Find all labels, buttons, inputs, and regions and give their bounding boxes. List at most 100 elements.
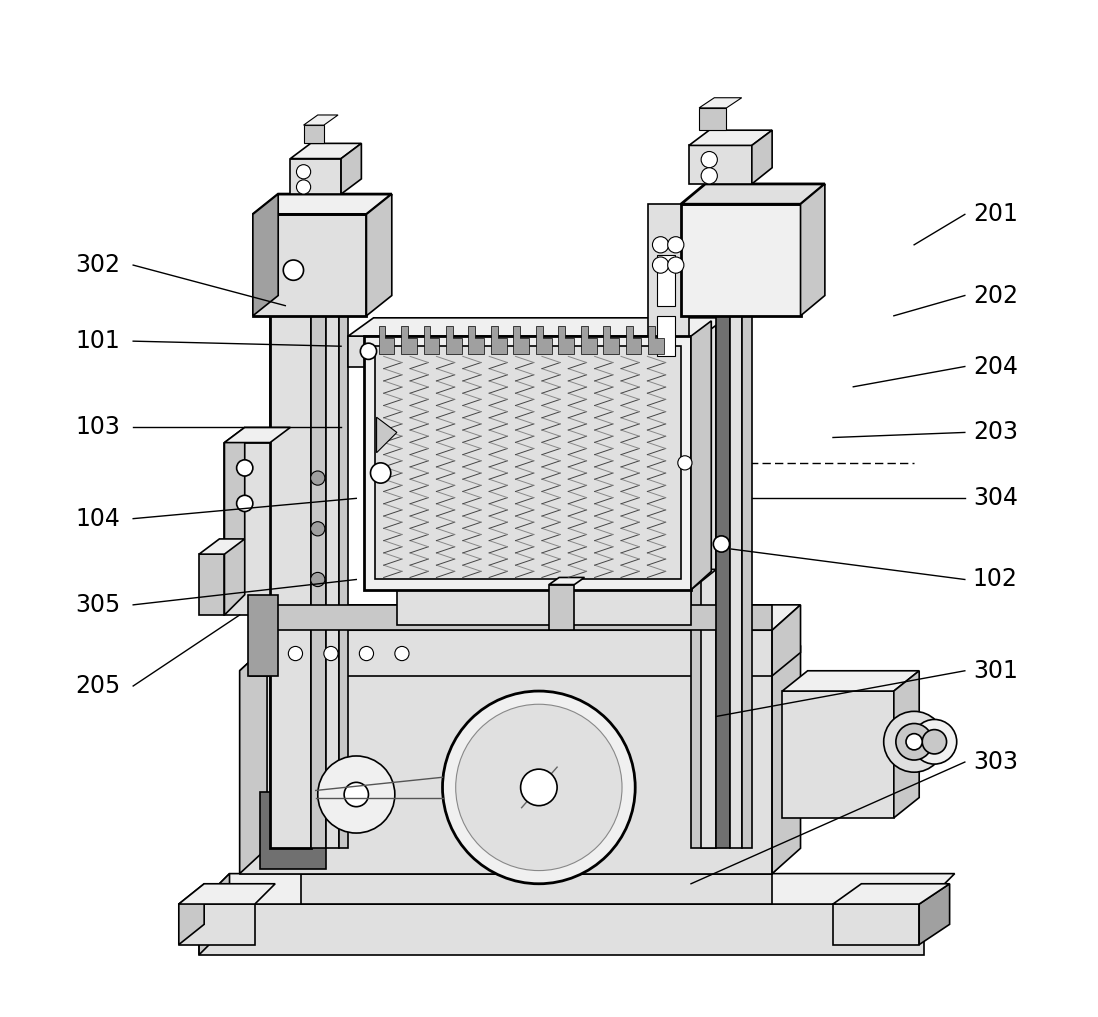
Circle shape xyxy=(906,733,922,750)
Text: 103: 103 xyxy=(76,415,120,439)
Polygon shape xyxy=(833,884,950,904)
Polygon shape xyxy=(691,245,716,848)
Polygon shape xyxy=(603,325,619,354)
Circle shape xyxy=(237,460,253,476)
Polygon shape xyxy=(224,427,245,615)
Polygon shape xyxy=(253,215,367,316)
Circle shape xyxy=(668,237,684,253)
Polygon shape xyxy=(199,904,925,955)
Polygon shape xyxy=(348,336,702,366)
Polygon shape xyxy=(348,318,727,336)
Polygon shape xyxy=(782,671,919,692)
Polygon shape xyxy=(549,585,574,631)
Polygon shape xyxy=(716,245,729,848)
Circle shape xyxy=(324,647,338,661)
Circle shape xyxy=(296,165,311,179)
Circle shape xyxy=(652,257,669,274)
Polygon shape xyxy=(377,417,396,453)
Polygon shape xyxy=(549,578,584,585)
Polygon shape xyxy=(772,605,800,676)
Text: 201: 201 xyxy=(973,202,1018,227)
Circle shape xyxy=(884,711,944,772)
Text: 102: 102 xyxy=(973,567,1018,592)
Circle shape xyxy=(360,343,377,359)
Polygon shape xyxy=(626,325,641,354)
Polygon shape xyxy=(250,631,772,676)
Circle shape xyxy=(237,495,253,512)
Polygon shape xyxy=(491,325,506,354)
Circle shape xyxy=(714,536,729,552)
Polygon shape xyxy=(179,904,255,945)
Circle shape xyxy=(912,719,956,764)
Text: 203: 203 xyxy=(973,420,1018,444)
Circle shape xyxy=(702,152,717,168)
Text: 202: 202 xyxy=(973,284,1018,307)
Polygon shape xyxy=(250,605,772,631)
Polygon shape xyxy=(199,874,229,955)
Polygon shape xyxy=(239,646,267,874)
Circle shape xyxy=(289,647,303,661)
Polygon shape xyxy=(581,325,596,354)
Polygon shape xyxy=(772,646,800,874)
Polygon shape xyxy=(179,884,204,945)
Text: 303: 303 xyxy=(973,751,1018,774)
Text: 302: 302 xyxy=(75,253,120,277)
Polygon shape xyxy=(179,884,276,904)
Polygon shape xyxy=(681,184,825,204)
Polygon shape xyxy=(649,204,688,376)
Polygon shape xyxy=(691,321,712,590)
Polygon shape xyxy=(341,143,361,194)
Polygon shape xyxy=(648,325,664,354)
Polygon shape xyxy=(303,125,324,143)
Polygon shape xyxy=(379,325,394,354)
Polygon shape xyxy=(919,884,950,945)
Polygon shape xyxy=(253,194,278,316)
Polygon shape xyxy=(742,245,752,848)
Circle shape xyxy=(296,180,311,194)
Circle shape xyxy=(311,522,325,536)
Polygon shape xyxy=(782,692,894,818)
Text: 304: 304 xyxy=(973,486,1018,511)
Polygon shape xyxy=(367,194,392,316)
Circle shape xyxy=(344,782,369,806)
Polygon shape xyxy=(290,143,361,159)
Polygon shape xyxy=(339,245,348,848)
Polygon shape xyxy=(250,605,800,631)
Circle shape xyxy=(395,647,410,661)
Polygon shape xyxy=(681,204,800,316)
Circle shape xyxy=(311,471,325,485)
Polygon shape xyxy=(688,130,772,145)
Text: 305: 305 xyxy=(75,593,121,617)
Polygon shape xyxy=(396,570,716,590)
Polygon shape xyxy=(514,325,529,354)
Polygon shape xyxy=(401,325,417,354)
Polygon shape xyxy=(365,336,691,590)
Polygon shape xyxy=(702,245,716,848)
Polygon shape xyxy=(301,848,797,874)
Polygon shape xyxy=(446,325,462,354)
Polygon shape xyxy=(199,539,245,554)
Circle shape xyxy=(359,647,373,661)
Circle shape xyxy=(677,456,692,470)
Polygon shape xyxy=(894,671,919,818)
Polygon shape xyxy=(239,646,800,671)
Circle shape xyxy=(317,756,395,833)
Polygon shape xyxy=(270,245,311,848)
Polygon shape xyxy=(699,108,727,130)
Bar xyxy=(657,316,675,356)
Circle shape xyxy=(442,692,636,884)
Polygon shape xyxy=(396,590,691,625)
Circle shape xyxy=(370,463,391,483)
Circle shape xyxy=(922,729,946,754)
Polygon shape xyxy=(800,184,825,316)
Circle shape xyxy=(896,723,932,760)
Text: 205: 205 xyxy=(75,674,121,698)
Polygon shape xyxy=(224,427,290,442)
Polygon shape xyxy=(224,442,270,615)
Circle shape xyxy=(652,237,669,253)
Polygon shape xyxy=(311,245,326,848)
Bar xyxy=(657,255,675,306)
Circle shape xyxy=(283,260,303,281)
Polygon shape xyxy=(729,245,742,848)
Polygon shape xyxy=(699,98,742,108)
